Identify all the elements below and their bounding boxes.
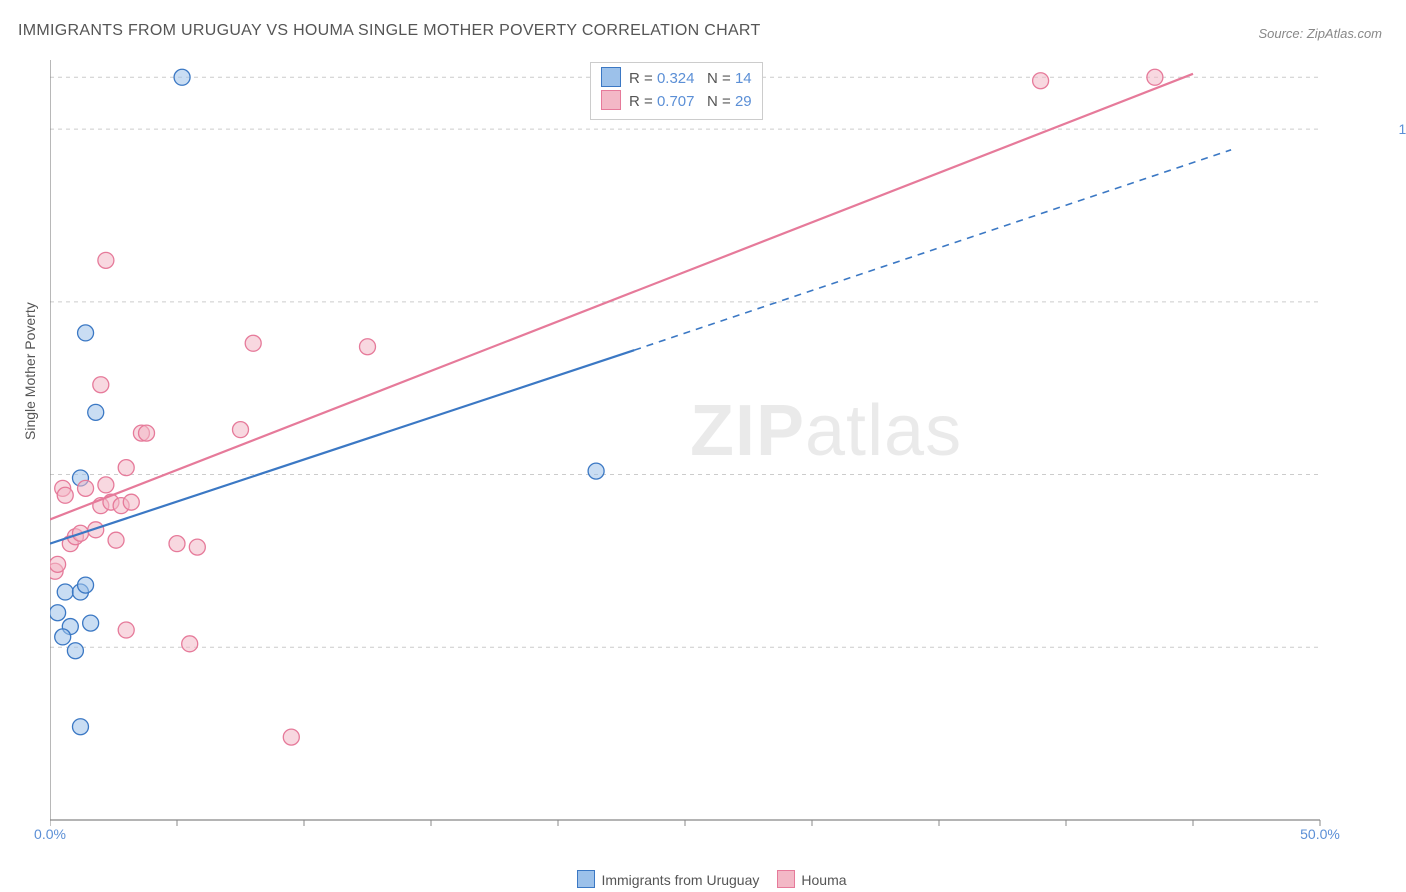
data-point	[123, 494, 139, 510]
legend-row: R = 0.324 N = 14	[601, 67, 752, 90]
legend-row: R = 0.707 N = 29	[601, 90, 752, 113]
data-point	[57, 584, 73, 600]
data-point	[189, 539, 205, 555]
data-point	[118, 460, 134, 476]
data-point	[169, 536, 185, 552]
data-point	[283, 729, 299, 745]
x-tick-label: 0.0%	[34, 826, 66, 842]
data-point	[98, 477, 114, 493]
source-label: Source: ZipAtlas.com	[1258, 26, 1382, 41]
data-point	[233, 422, 249, 438]
y-tick-label: 100.0%	[1399, 121, 1406, 137]
data-point	[78, 480, 94, 496]
data-point	[57, 487, 73, 503]
data-point	[78, 325, 94, 341]
data-point	[50, 605, 66, 621]
data-point	[245, 335, 261, 351]
scatter-chart	[50, 60, 1390, 850]
data-point	[98, 252, 114, 268]
data-point	[78, 577, 94, 593]
x-tick-label: 50.0%	[1300, 826, 1340, 842]
data-point	[72, 719, 88, 735]
trend-line	[50, 74, 1193, 520]
trend-line-extension	[634, 150, 1231, 350]
legend-swatch	[777, 870, 795, 888]
data-point	[88, 404, 104, 420]
data-point	[588, 463, 604, 479]
chart-title: IMMIGRANTS FROM URUGUAY VS HOUMA SINGLE …	[18, 22, 761, 40]
plot-area: R = 0.324 N = 14R = 0.707 N = 29 ZIPatla…	[50, 60, 1390, 850]
trend-line	[50, 350, 634, 543]
data-point	[1033, 73, 1049, 89]
data-point	[118, 622, 134, 638]
data-point	[93, 377, 109, 393]
legend-label: Immigrants from Uruguay	[601, 872, 759, 888]
data-point	[139, 425, 155, 441]
legend-swatch	[577, 870, 595, 888]
y-axis-label: Single Mother Poverty	[22, 302, 38, 440]
correlation-legend: R = 0.324 N = 14R = 0.707 N = 29	[590, 62, 763, 120]
data-point	[182, 636, 198, 652]
data-point	[360, 339, 376, 355]
legend-label: Houma	[801, 872, 846, 888]
data-point	[50, 556, 66, 572]
data-point	[174, 69, 190, 85]
data-point	[1147, 69, 1163, 85]
data-point	[108, 532, 124, 548]
data-point	[55, 629, 71, 645]
data-point	[67, 643, 83, 659]
data-point	[83, 615, 99, 631]
series-legend: Immigrants from Uruguay Houma	[0, 870, 1406, 888]
